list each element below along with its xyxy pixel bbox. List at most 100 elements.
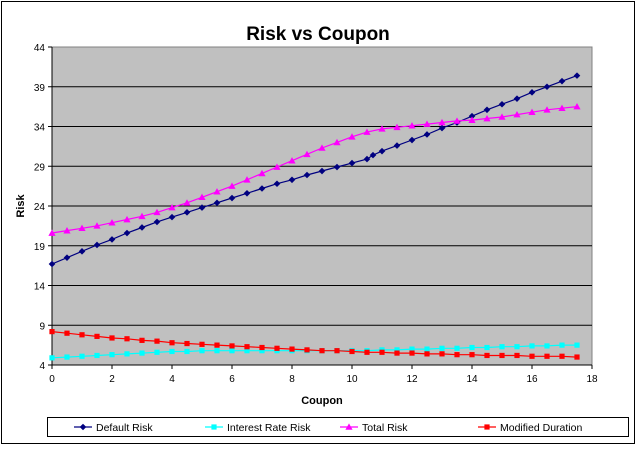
series-layer bbox=[48, 72, 581, 361]
legend-label: Default Risk bbox=[96, 422, 153, 434]
data-point-default-risk bbox=[198, 204, 206, 211]
data-point-interest-rate-risk bbox=[259, 348, 265, 354]
data-point-total-risk bbox=[528, 108, 536, 115]
data-point-interest-rate-risk bbox=[229, 348, 235, 354]
data-point-interest-rate-risk bbox=[184, 348, 190, 355]
data-point-interest-rate-risk bbox=[409, 346, 415, 352]
data-point-modified-duration bbox=[289, 346, 295, 352]
data-point-total-risk bbox=[513, 110, 521, 118]
data-point-modified-duration bbox=[439, 351, 445, 357]
data-point-modified-duration bbox=[169, 340, 175, 346]
data-point-interest-rate-risk bbox=[574, 342, 580, 348]
legend-item-interest-rate-risk: Interest Rate Risk bbox=[205, 422, 311, 434]
data-point-default-risk bbox=[213, 199, 221, 207]
data-point-total-risk bbox=[348, 133, 356, 140]
data-point-modified-duration bbox=[454, 352, 460, 358]
data-point-total-risk bbox=[498, 113, 506, 120]
x-tick-label: 8 bbox=[289, 374, 295, 385]
data-point-total-risk bbox=[123, 215, 131, 223]
data-point-total-risk bbox=[408, 122, 416, 129]
data-point-modified-duration bbox=[259, 344, 265, 351]
data-point-default-risk bbox=[363, 155, 371, 163]
data-point-total-risk bbox=[108, 219, 116, 226]
data-point-total-risk bbox=[153, 208, 161, 216]
data-point-default-risk bbox=[78, 248, 86, 255]
data-point-total-risk bbox=[318, 144, 326, 151]
data-point-default-risk bbox=[243, 189, 251, 197]
data-point-default-risk bbox=[393, 142, 401, 149]
data-point-total-risk bbox=[183, 199, 191, 206]
y-axis-title: Risk bbox=[15, 194, 27, 218]
data-point-default-risk bbox=[408, 136, 416, 144]
data-point-default-risk bbox=[288, 176, 296, 184]
data-point-total-risk bbox=[138, 212, 146, 220]
data-point-total-risk bbox=[243, 176, 251, 183]
data-point-default-risk bbox=[423, 131, 431, 138]
data-point-default-risk bbox=[138, 224, 146, 231]
data-point-modified-duration bbox=[199, 341, 205, 347]
data-point-default-risk bbox=[318, 167, 326, 175]
data-point-modified-duration bbox=[559, 353, 565, 359]
x-tick-label: 6 bbox=[229, 374, 235, 385]
data-point-total-risk bbox=[93, 222, 101, 229]
data-point-default-risk bbox=[153, 218, 161, 226]
data-point-total-risk bbox=[438, 118, 446, 126]
data-point-total-risk bbox=[363, 128, 371, 135]
data-point-modified-duration bbox=[529, 353, 535, 359]
legend-label: Modified Duration bbox=[500, 422, 582, 434]
data-point-default-risk bbox=[273, 180, 281, 188]
data-point-modified-duration bbox=[319, 348, 325, 354]
data-point-interest-rate-risk bbox=[79, 353, 85, 359]
data-point-default-risk bbox=[498, 100, 506, 108]
data-point-modified-duration bbox=[544, 353, 550, 359]
legend-item-default-risk: Default Risk bbox=[74, 422, 153, 434]
data-point-interest-rate-risk bbox=[529, 343, 535, 349]
series-total-risk bbox=[48, 103, 581, 236]
x-tick-label: 10 bbox=[346, 374, 358, 385]
data-point-modified-duration bbox=[379, 349, 385, 355]
x-tick-label: 0 bbox=[49, 374, 55, 385]
data-point-interest-rate-risk bbox=[424, 346, 430, 352]
data-point-interest-rate-risk bbox=[139, 350, 145, 356]
data-point-default-risk bbox=[438, 124, 446, 132]
x-tick-label: 2 bbox=[109, 374, 115, 385]
data-point-interest-rate-risk bbox=[454, 345, 460, 351]
data-point-default-risk bbox=[558, 77, 566, 85]
data-point-modified-duration bbox=[49, 329, 55, 335]
x-tick-label: 14 bbox=[466, 374, 478, 385]
data-point-total-risk bbox=[558, 104, 566, 112]
data-point-total-risk bbox=[213, 188, 221, 195]
data-point-total-risk bbox=[168, 203, 176, 211]
data-point-total-risk bbox=[378, 125, 386, 132]
data-point-default-risk bbox=[63, 254, 71, 261]
data-point-default-risk bbox=[543, 83, 551, 91]
data-point-default-risk bbox=[93, 241, 101, 249]
data-point-default-risk bbox=[468, 112, 476, 120]
data-point-total-risk bbox=[573, 103, 581, 110]
x-axis-title: Coupon bbox=[301, 395, 343, 407]
legend-label: Interest Rate Risk bbox=[227, 422, 311, 434]
data-point-default-risk bbox=[483, 106, 491, 114]
data-point-interest-rate-risk bbox=[169, 348, 175, 355]
data-point-total-risk bbox=[468, 116, 476, 123]
data-point-modified-duration bbox=[409, 350, 415, 356]
x-tick-label: 18 bbox=[586, 374, 598, 385]
data-point-modified-duration bbox=[184, 340, 190, 347]
legend-box bbox=[47, 417, 629, 437]
data-point-default-risk bbox=[123, 229, 131, 237]
data-point-interest-rate-risk bbox=[64, 354, 70, 360]
data-point-modified-duration bbox=[139, 337, 145, 343]
data-point-total-risk bbox=[453, 117, 461, 124]
y-tick-label: 29 bbox=[34, 162, 46, 173]
data-point-total-risk bbox=[288, 157, 296, 164]
data-point-interest-rate-risk bbox=[94, 352, 100, 359]
data-point-default-risk bbox=[258, 185, 266, 192]
data-point-total-risk bbox=[483, 114, 491, 122]
data-point-default-risk bbox=[333, 163, 341, 171]
data-point-total-risk bbox=[423, 120, 431, 127]
series-default-risk bbox=[48, 72, 581, 268]
data-point-modified-duration bbox=[124, 336, 130, 342]
data-point-total-risk bbox=[543, 106, 551, 113]
